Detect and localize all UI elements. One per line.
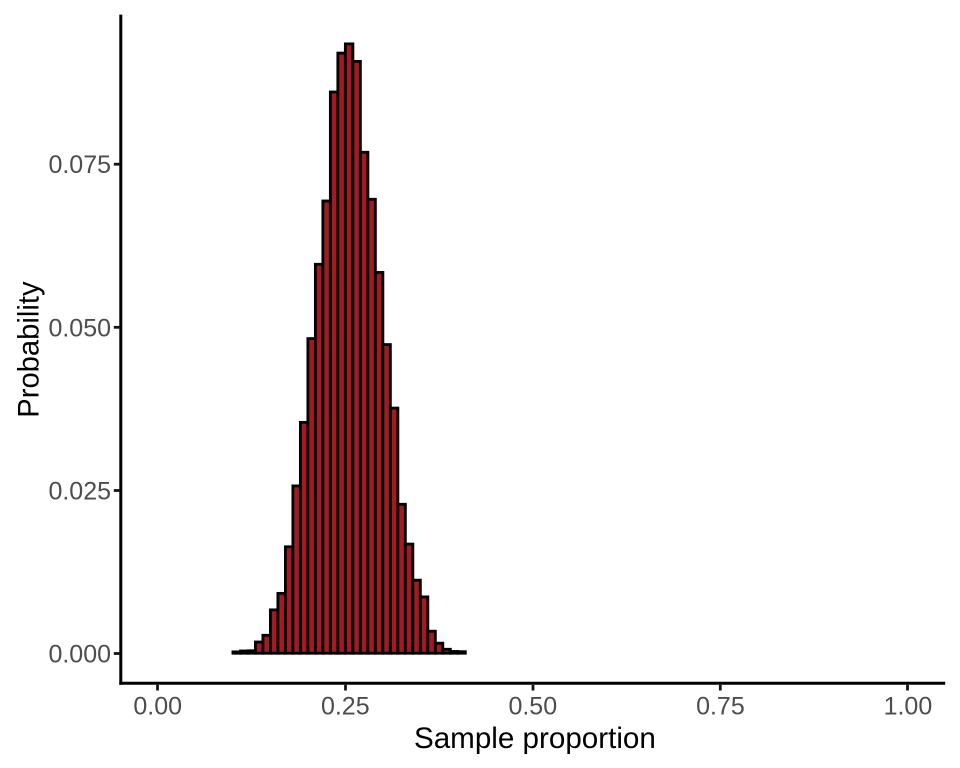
svg-text:0.075: 0.075 [48, 151, 111, 179]
svg-text:0.050: 0.050 [48, 314, 111, 342]
svg-text:0.75: 0.75 [696, 693, 745, 721]
svg-text:Probability: Probability [14, 281, 46, 418]
svg-text:0.25: 0.25 [321, 693, 370, 721]
svg-text:0.025: 0.025 [48, 478, 111, 506]
svg-text:1.00: 1.00 [884, 693, 933, 721]
svg-text:0.00: 0.00 [133, 693, 182, 721]
svg-text:0.000: 0.000 [48, 641, 111, 669]
svg-text:Sample proportion: Sample proportion [414, 722, 656, 755]
svg-text:0.50: 0.50 [508, 693, 557, 721]
